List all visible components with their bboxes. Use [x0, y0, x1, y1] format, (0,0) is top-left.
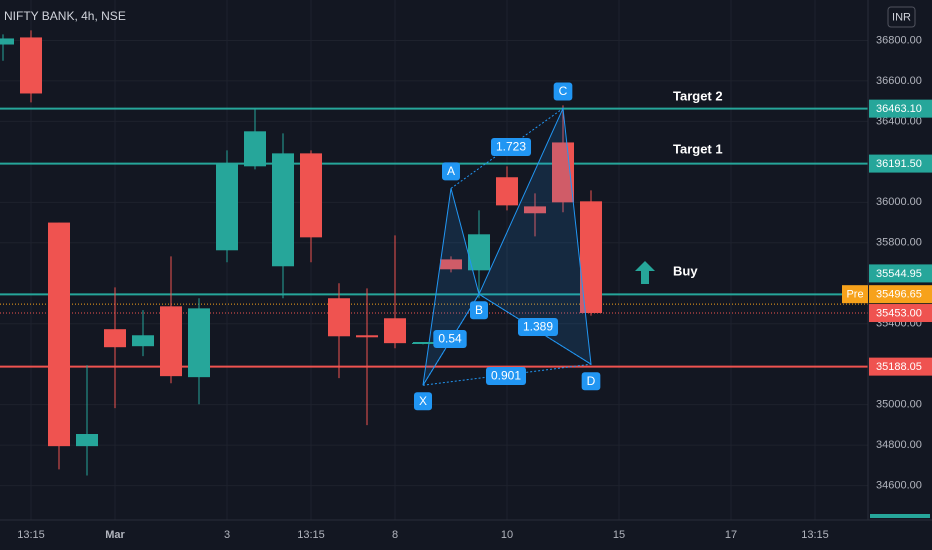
x-tick-label: Mar: [105, 529, 125, 541]
candle-body: [468, 234, 490, 271]
candle-body: [244, 131, 266, 167]
pattern-point-label-box: [469, 301, 489, 320]
x-tick-label: 17: [725, 529, 737, 541]
candle-body: [20, 37, 42, 94]
annotation: Buy: [673, 263, 698, 278]
x-tick-label: 13:15: [17, 529, 45, 541]
candle-body: [104, 329, 126, 348]
candle-body: [496, 177, 518, 206]
pattern-ratio-label-box: [433, 330, 467, 348]
level-label: 35188.05: [876, 361, 922, 373]
y-tick-label: 36400.00: [876, 115, 922, 127]
pattern-point-label-box: [553, 82, 573, 101]
level-label: 35453.00: [876, 307, 922, 319]
pattern-ratio-label: 0.54: [438, 332, 462, 346]
pattern-point-label-box: [441, 162, 461, 181]
pattern-point-label: X: [419, 394, 427, 408]
candle-body: [48, 222, 70, 447]
candle-body: [580, 201, 602, 314]
candle-body: [524, 206, 546, 214]
pattern-point-label-box: [581, 372, 601, 391]
pattern-ratio-label-box: [517, 318, 559, 336]
candle-body: [328, 298, 350, 337]
pattern-point-label: A: [447, 164, 455, 178]
pattern-point-label: D: [587, 374, 596, 388]
candle-body: [76, 434, 98, 447]
candle-body: [356, 335, 378, 338]
pattern-ratio-label: 0.901: [491, 369, 521, 383]
y-tick-label: 34800.00: [876, 439, 922, 451]
level-label: 36463.10: [876, 103, 922, 115]
level-label-box: [869, 99, 932, 118]
pattern-ratio-label: 1.389: [523, 320, 553, 334]
annotation: Target 2: [673, 88, 723, 103]
candle-body: [300, 153, 322, 238]
buy-arrow: [635, 261, 655, 284]
candle-body: [384, 318, 406, 344]
x-tick-label: 8: [392, 529, 398, 541]
x-tick-label: 15: [613, 529, 625, 541]
candle-body: [0, 38, 14, 45]
pattern-ratio-label-box: [485, 367, 527, 385]
y-tick-label: 35000.00: [876, 399, 922, 411]
level-label-box: [869, 285, 932, 304]
y-tick-label: 36600.00: [876, 75, 922, 87]
pattern-point-label: C: [559, 84, 568, 98]
level-tag: Pre: [846, 289, 863, 301]
x-tick-label: 3: [224, 529, 230, 541]
currency-button[interactable]: [887, 6, 916, 28]
chart-title: NIFTY BANK, 4h, NSE: [4, 9, 126, 23]
pattern-ratio-label-box: [490, 138, 532, 156]
candle-body: [440, 259, 462, 270]
x-tick-label: 10: [501, 529, 513, 541]
level-label-box: [869, 154, 932, 173]
candle-body: [216, 164, 238, 251]
x-tick-label: 13:15: [801, 529, 829, 541]
y-tick-label: 35800.00: [876, 237, 922, 249]
level-tag-box: [842, 285, 868, 304]
level-label-box: [869, 264, 932, 283]
candle-body: [188, 308, 210, 378]
level-label: 35544.95: [876, 268, 922, 280]
y-tick-label: 36800.00: [876, 34, 922, 46]
pattern-point-label: B: [475, 303, 483, 317]
level-label-box: [869, 357, 932, 376]
level-label: 35496.65: [876, 289, 922, 301]
candle-body: [160, 306, 182, 377]
candle-body: [272, 153, 294, 267]
level-label-box: [869, 304, 932, 323]
annotation: Target 1: [673, 141, 723, 156]
axis-indicator: [870, 514, 930, 518]
pattern-point-label-box: [413, 392, 433, 411]
level-label: 36191.50: [876, 158, 922, 170]
pattern-ratio-label: 1.723: [496, 140, 526, 154]
y-tick-label: 36000.00: [876, 196, 922, 208]
currency-label[interactable]: INR: [892, 11, 911, 23]
candle-body: [132, 335, 154, 347]
x-tick-label: 13:15: [297, 529, 325, 541]
y-tick-label: 34600.00: [876, 480, 922, 492]
